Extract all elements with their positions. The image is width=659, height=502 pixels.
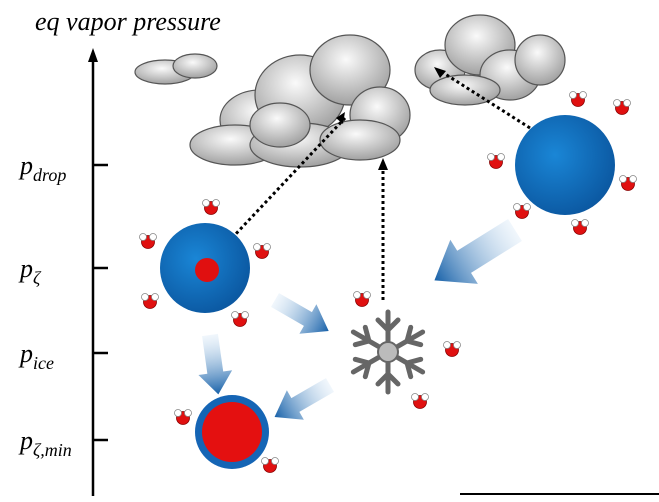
hydrogen (212, 199, 220, 207)
water-molecule (202, 199, 220, 215)
hydrogen (613, 99, 621, 107)
hydrogen (253, 243, 261, 251)
hydrogen (443, 341, 451, 349)
hydrogen (581, 219, 589, 227)
hydrogen (497, 153, 505, 161)
level-base: p (18, 339, 33, 368)
hydrogen (619, 175, 627, 183)
hydrogen (513, 203, 521, 211)
axis-arrow (88, 48, 98, 62)
water-molecules (139, 91, 637, 473)
hydrogen (149, 233, 157, 241)
water-molecule (141, 293, 159, 309)
axis-title: eq vapor pressure (35, 7, 221, 36)
level-label: pζ,min (18, 426, 72, 460)
water-molecule (411, 393, 429, 409)
hydrogen (363, 291, 371, 299)
water-molecule (443, 341, 461, 357)
hydrogen (141, 293, 149, 301)
cloud (134, 14, 566, 168)
hydrogen (421, 393, 429, 401)
solute-core (195, 258, 219, 282)
hydrogen (487, 153, 495, 161)
hydrogen (261, 457, 269, 465)
level-label: pdrop (18, 151, 66, 185)
water-molecule (613, 99, 631, 115)
level-label: pζ (18, 254, 42, 288)
hydrogen (523, 203, 531, 211)
water-molecule (353, 291, 371, 307)
hydrogen (623, 99, 631, 107)
water-molecule (569, 91, 587, 107)
level-base: p (18, 426, 33, 455)
hydrogen (271, 457, 279, 465)
level-label: pice (18, 339, 54, 373)
water-molecule (571, 219, 589, 235)
level-sub: drop (33, 165, 66, 185)
large-drop (515, 115, 615, 215)
hydrogen (139, 233, 147, 241)
hydrogen (241, 311, 249, 319)
hydrogen (453, 341, 461, 349)
hydrogen (184, 409, 192, 417)
hydrogen (231, 311, 239, 319)
water-molecule (174, 409, 192, 425)
water-molecule (619, 175, 637, 191)
snowflake (348, 309, 427, 392)
hydrogen (202, 199, 210, 207)
hydrogen (629, 175, 637, 183)
level-sub: ζ (33, 268, 42, 288)
water-molecule (231, 311, 249, 327)
level-base: p (18, 151, 33, 180)
hydrogen (174, 409, 182, 417)
hydrogen (569, 91, 577, 99)
dotted-paths (230, 67, 531, 300)
level-sub: ζ,min (33, 440, 72, 460)
level-base: p (18, 254, 33, 283)
water-molecule (253, 243, 271, 259)
arrows (198, 218, 522, 420)
level-sub: ice (33, 353, 54, 373)
hydrogen (579, 91, 587, 99)
solute-core (202, 402, 262, 462)
hydrogen (571, 219, 579, 227)
hydrogen (411, 393, 419, 401)
water-molecule (513, 203, 531, 219)
water-molecule (261, 457, 279, 473)
hydrogen (353, 291, 361, 299)
water-molecule (139, 233, 157, 249)
hydrogen (151, 293, 159, 301)
water-molecule (487, 153, 505, 169)
hydrogen (263, 243, 271, 251)
